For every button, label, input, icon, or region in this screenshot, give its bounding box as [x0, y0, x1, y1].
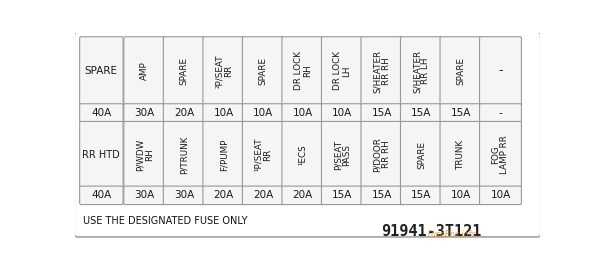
FancyBboxPatch shape — [74, 32, 541, 237]
Text: ¹ECS: ¹ECS — [298, 144, 307, 165]
FancyBboxPatch shape — [479, 186, 521, 205]
Text: RR HTD: RR HTD — [82, 150, 120, 159]
Text: 10A: 10A — [214, 108, 234, 118]
FancyBboxPatch shape — [440, 104, 482, 122]
FancyBboxPatch shape — [479, 104, 521, 122]
FancyBboxPatch shape — [322, 186, 364, 205]
Text: AMP: AMP — [140, 62, 149, 80]
Text: 10A: 10A — [490, 190, 511, 200]
Text: 91941-3T121: 91941-3T121 — [381, 224, 482, 239]
Text: 30A: 30A — [134, 108, 155, 118]
FancyBboxPatch shape — [282, 121, 324, 188]
Text: ²P/SEAT
RR: ²P/SEAT RR — [215, 54, 233, 88]
Text: 20A: 20A — [214, 190, 234, 200]
FancyBboxPatch shape — [440, 186, 482, 205]
FancyBboxPatch shape — [242, 37, 284, 105]
Text: 20A: 20A — [174, 108, 194, 118]
Text: 15A: 15A — [332, 190, 353, 200]
FancyBboxPatch shape — [242, 104, 284, 122]
Text: 20A: 20A — [253, 190, 274, 200]
Text: 40A: 40A — [91, 190, 112, 200]
FancyBboxPatch shape — [361, 186, 403, 205]
Text: 15A: 15A — [411, 190, 431, 200]
FancyBboxPatch shape — [322, 104, 364, 122]
Text: SPARE: SPARE — [417, 141, 426, 169]
FancyBboxPatch shape — [163, 186, 205, 205]
Text: SPARE: SPARE — [180, 57, 189, 85]
FancyBboxPatch shape — [124, 186, 166, 205]
FancyBboxPatch shape — [479, 37, 521, 105]
Text: 40A: 40A — [91, 108, 112, 118]
FancyBboxPatch shape — [401, 104, 442, 122]
Text: S/HEATER
RR LH: S/HEATER RR LH — [412, 49, 430, 93]
Text: 15A: 15A — [372, 190, 392, 200]
Text: -: - — [499, 108, 502, 118]
FancyBboxPatch shape — [361, 104, 403, 122]
Text: TRUNK: TRUNK — [457, 139, 466, 170]
Text: -: - — [498, 64, 503, 78]
FancyBboxPatch shape — [401, 186, 442, 205]
Text: P/DOOR
RR RH: P/DOOR RR RH — [373, 137, 391, 172]
FancyBboxPatch shape — [163, 104, 205, 122]
FancyBboxPatch shape — [203, 121, 245, 188]
Text: FuseBox.info: FuseBox.info — [428, 230, 476, 239]
FancyBboxPatch shape — [203, 104, 245, 122]
Text: USE THE DESIGNATED FUSE ONLY: USE THE DESIGNATED FUSE ONLY — [83, 216, 247, 226]
FancyBboxPatch shape — [242, 186, 284, 205]
Text: F/PUMP: F/PUMP — [220, 138, 229, 171]
Text: S/HEATER
RR RH: S/HEATER RR RH — [373, 49, 391, 93]
Text: DR LOCK
LH: DR LOCK LH — [334, 52, 352, 90]
Text: P/WDW
RH: P/WDW RH — [136, 138, 154, 171]
FancyBboxPatch shape — [440, 37, 482, 105]
Text: 30A: 30A — [134, 190, 155, 200]
Text: 15A: 15A — [451, 108, 471, 118]
Text: P/TRUNK: P/TRUNK — [180, 135, 189, 174]
FancyBboxPatch shape — [124, 37, 166, 105]
Text: 10A: 10A — [451, 190, 471, 200]
FancyBboxPatch shape — [163, 121, 205, 188]
Text: 10A: 10A — [253, 108, 274, 118]
Text: 30A: 30A — [174, 190, 194, 200]
Text: 20A: 20A — [293, 190, 313, 200]
FancyBboxPatch shape — [124, 104, 166, 122]
FancyBboxPatch shape — [203, 186, 245, 205]
FancyBboxPatch shape — [282, 104, 324, 122]
FancyBboxPatch shape — [361, 121, 403, 188]
FancyBboxPatch shape — [440, 121, 482, 188]
Text: DR LOCK
RH: DR LOCK RH — [294, 52, 312, 90]
Text: 10A: 10A — [332, 108, 353, 118]
FancyBboxPatch shape — [163, 37, 205, 105]
FancyBboxPatch shape — [322, 37, 364, 105]
Text: SPARE: SPARE — [259, 57, 268, 85]
FancyBboxPatch shape — [282, 37, 324, 105]
FancyBboxPatch shape — [242, 121, 284, 188]
Text: SPARE: SPARE — [85, 66, 118, 76]
FancyBboxPatch shape — [282, 186, 324, 205]
FancyBboxPatch shape — [322, 121, 364, 188]
FancyBboxPatch shape — [401, 121, 442, 188]
FancyBboxPatch shape — [203, 37, 245, 105]
Text: ¹P/SEAT
RR: ¹P/SEAT RR — [254, 138, 272, 171]
Text: 15A: 15A — [372, 108, 392, 118]
Text: 10A: 10A — [293, 108, 313, 118]
FancyBboxPatch shape — [80, 37, 123, 105]
FancyBboxPatch shape — [124, 121, 166, 188]
Text: FOG
LAMP RR: FOG LAMP RR — [491, 135, 509, 174]
Text: SPARE: SPARE — [457, 57, 466, 85]
FancyBboxPatch shape — [80, 186, 123, 205]
FancyBboxPatch shape — [80, 121, 123, 188]
FancyBboxPatch shape — [479, 121, 521, 188]
Text: 15A: 15A — [411, 108, 431, 118]
FancyBboxPatch shape — [361, 37, 403, 105]
FancyBboxPatch shape — [401, 37, 442, 105]
Text: P/SEAT
PASS: P/SEAT PASS — [334, 139, 352, 170]
FancyBboxPatch shape — [80, 104, 123, 122]
